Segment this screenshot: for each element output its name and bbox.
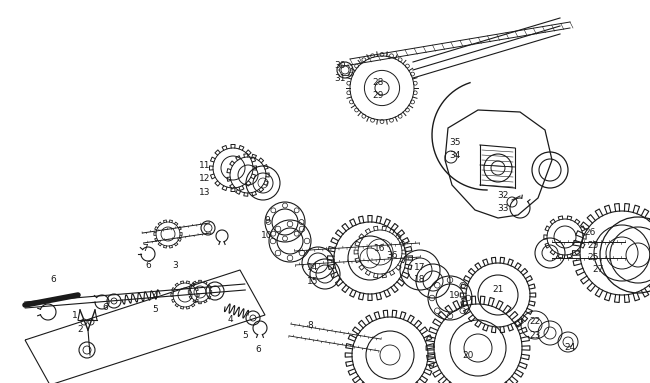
Text: 5: 5 [152, 306, 158, 314]
Text: 19: 19 [449, 290, 461, 300]
Text: 25: 25 [588, 252, 599, 262]
Text: 23: 23 [529, 331, 541, 339]
Text: 12: 12 [200, 173, 211, 183]
Text: 34: 34 [449, 151, 461, 159]
Text: 29: 29 [372, 90, 384, 100]
Text: 4: 4 [227, 316, 233, 324]
Text: 9: 9 [264, 216, 270, 224]
Text: 6: 6 [102, 303, 108, 313]
Text: 36: 36 [386, 250, 398, 260]
Text: 27: 27 [592, 265, 604, 275]
Text: 6: 6 [50, 275, 56, 285]
Text: 28: 28 [372, 77, 384, 87]
Text: 25: 25 [588, 241, 599, 249]
Text: 26: 26 [584, 228, 595, 236]
Text: 31: 31 [334, 74, 346, 82]
Text: 6: 6 [255, 345, 261, 355]
Text: 16: 16 [374, 244, 385, 252]
Text: 7: 7 [142, 244, 148, 252]
Text: 22: 22 [529, 318, 541, 326]
Text: 4: 4 [152, 290, 158, 300]
Text: 1: 1 [72, 311, 78, 319]
Text: 33: 33 [497, 203, 509, 213]
Text: 5: 5 [242, 331, 248, 339]
Text: 32: 32 [497, 190, 509, 200]
Text: 11: 11 [200, 160, 211, 170]
Text: 30: 30 [334, 61, 346, 69]
Text: 10: 10 [261, 231, 273, 239]
Text: 3: 3 [172, 260, 178, 270]
Text: 20: 20 [462, 350, 474, 360]
Text: 14: 14 [307, 264, 318, 272]
Text: 15: 15 [307, 277, 318, 285]
Text: 21: 21 [492, 285, 504, 295]
Text: 6: 6 [145, 260, 151, 270]
Text: 2: 2 [77, 326, 83, 334]
Text: 35: 35 [449, 137, 461, 147]
Text: 17: 17 [414, 264, 426, 272]
Text: 8: 8 [307, 321, 313, 329]
Text: 24: 24 [564, 344, 576, 352]
Text: 13: 13 [200, 188, 211, 196]
Text: 18: 18 [414, 275, 426, 285]
